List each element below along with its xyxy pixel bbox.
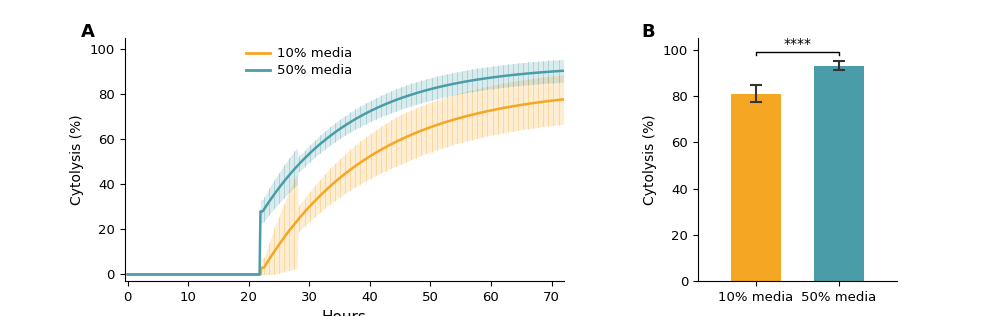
Text: A: A (81, 23, 95, 41)
Y-axis label: Cytolysis (%): Cytolysis (%) (643, 114, 657, 205)
Text: B: B (642, 23, 655, 41)
Bar (731, 94, 781, 281)
Bar (815, 66, 864, 281)
X-axis label: Hours: Hours (322, 309, 367, 316)
Y-axis label: Cytolysis (%): Cytolysis (%) (70, 114, 84, 205)
Legend: 10% media, 50% media: 10% media, 50% media (241, 42, 357, 82)
Text: ****: **** (784, 37, 812, 51)
